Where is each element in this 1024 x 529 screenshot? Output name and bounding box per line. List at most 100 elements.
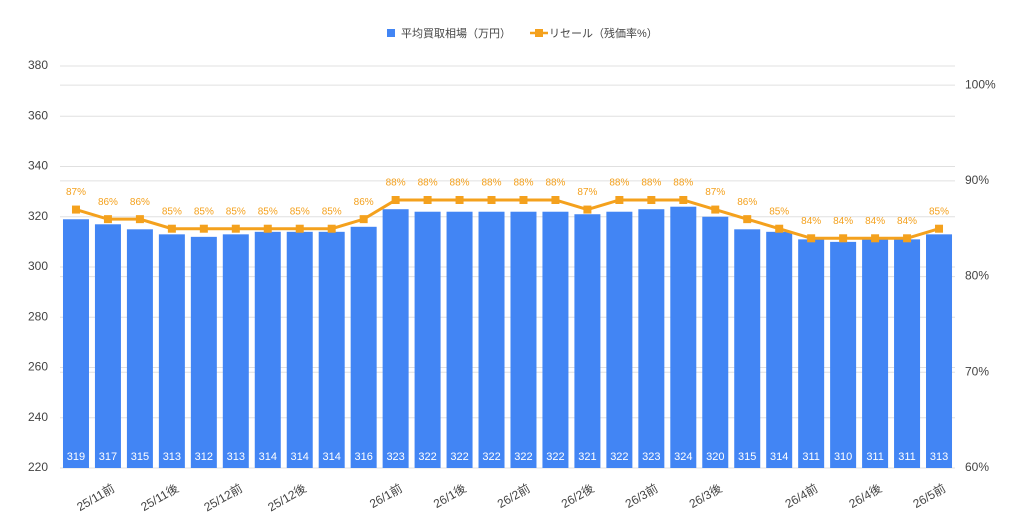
line-value-label: 88%: [609, 178, 629, 189]
x-tick-label: 25/12前: [201, 480, 245, 514]
bar-value-label: 311: [898, 451, 916, 463]
line-value-label: 85%: [322, 206, 342, 217]
line-marker: [743, 215, 752, 224]
bar-value-label: 313: [930, 451, 948, 463]
bar: [510, 211, 537, 468]
line-value-label: 84%: [801, 216, 821, 227]
bar-value-label: 316: [354, 451, 372, 463]
bar: [382, 209, 409, 468]
line-value-label: 85%: [194, 206, 214, 217]
line-value-label: 88%: [386, 178, 406, 189]
line-value-label: 88%: [482, 178, 502, 189]
line-marker: [871, 234, 880, 243]
x-tick-label: 26/1後: [431, 481, 469, 511]
line-value-label: 87%: [705, 187, 725, 198]
bar: [126, 229, 153, 468]
bar-value-label: 322: [546, 451, 564, 463]
bar-value-label: 311: [802, 451, 820, 463]
line-value-label: 86%: [737, 197, 757, 208]
line-value-label: 85%: [226, 206, 246, 217]
y2-tick-label: 90%: [965, 173, 989, 187]
line-marker: [583, 205, 592, 214]
y2-tick-label: 100%: [965, 77, 996, 91]
line-marker: [487, 196, 496, 204]
line-marker: [135, 215, 144, 224]
y-tick-label: 340: [28, 159, 48, 173]
line-value-label: 88%: [545, 178, 565, 189]
bar-value-label: 323: [642, 451, 660, 463]
bar: [286, 231, 313, 468]
bar-value-label: 314: [770, 451, 788, 463]
x-tick-label: 25/11後: [138, 481, 181, 514]
line-value-label: 88%: [513, 178, 533, 189]
y-tick-label: 380: [28, 58, 48, 72]
y-tick-label: 220: [28, 460, 48, 474]
bar-value-label: 323: [386, 451, 404, 463]
line-value-label: 87%: [577, 187, 597, 198]
x-tick-label: 26/5前: [910, 480, 948, 511]
line-marker: [839, 234, 848, 243]
bar: [222, 234, 249, 468]
bar-value-label: 313: [163, 451, 181, 463]
line-value-label: 86%: [130, 197, 150, 208]
line-marker: [327, 224, 336, 233]
bar: [830, 241, 857, 468]
bar-value-label: 320: [706, 451, 724, 463]
line-marker: [903, 234, 912, 243]
bar-value-label: 314: [323, 451, 341, 463]
line-marker: [359, 215, 368, 224]
bar-value-label: 324: [674, 451, 692, 463]
bar-value-label: 319: [67, 451, 85, 463]
line-value-label: 86%: [354, 197, 374, 208]
line-marker: [519, 196, 528, 204]
bar-value-label: 321: [578, 451, 596, 463]
line-marker: [167, 224, 176, 233]
bar: [254, 231, 281, 468]
line-marker: [935, 224, 944, 233]
line-marker: [103, 215, 112, 224]
line-marker: [455, 196, 464, 204]
y2-tick-label: 60%: [965, 460, 989, 474]
line-marker: [647, 196, 656, 204]
legend-swatch: [387, 29, 395, 37]
legend-swatch: [535, 29, 543, 37]
bar-value-label: 322: [514, 451, 532, 463]
line-marker: [263, 224, 272, 233]
y-tick-label: 260: [28, 360, 48, 374]
line-marker: [231, 224, 240, 233]
bar: [574, 214, 601, 468]
bar: [318, 231, 345, 468]
bar: [190, 236, 217, 468]
line-marker: [391, 196, 400, 204]
bar: [670, 206, 697, 468]
bar-value-label: 317: [99, 451, 117, 463]
line-marker: [551, 196, 560, 204]
bar: [606, 211, 633, 468]
line-value-label: 87%: [66, 187, 86, 198]
x-tick-label: 25/11前: [74, 480, 117, 514]
line-value-label: 84%: [897, 216, 917, 227]
bar: [702, 216, 729, 468]
line-marker: [423, 196, 432, 204]
bar: [894, 239, 921, 468]
bar: [158, 234, 185, 468]
line-value-label: 84%: [865, 216, 885, 227]
x-tick-label: 26/4後: [847, 481, 885, 511]
line-value-label: 88%: [418, 178, 438, 189]
legend-label: リセール（残価率%）: [549, 26, 658, 40]
line-marker: [679, 196, 688, 204]
bar: [638, 209, 665, 468]
bar-value-label: 322: [450, 451, 468, 463]
line-value-label: 88%: [673, 178, 693, 189]
bar: [926, 234, 953, 468]
x-tick-label: 26/3後: [687, 481, 725, 511]
bar: [734, 229, 761, 468]
x-tick-label: 26/2後: [559, 481, 597, 511]
line-value-label: 88%: [450, 178, 470, 189]
y-tick-label: 240: [28, 410, 48, 424]
bar: [798, 239, 825, 468]
line-value-label: 85%: [162, 206, 182, 217]
line-marker: [295, 224, 304, 233]
x-tick-label: 25/12後: [265, 481, 308, 514]
line-marker: [615, 196, 624, 204]
